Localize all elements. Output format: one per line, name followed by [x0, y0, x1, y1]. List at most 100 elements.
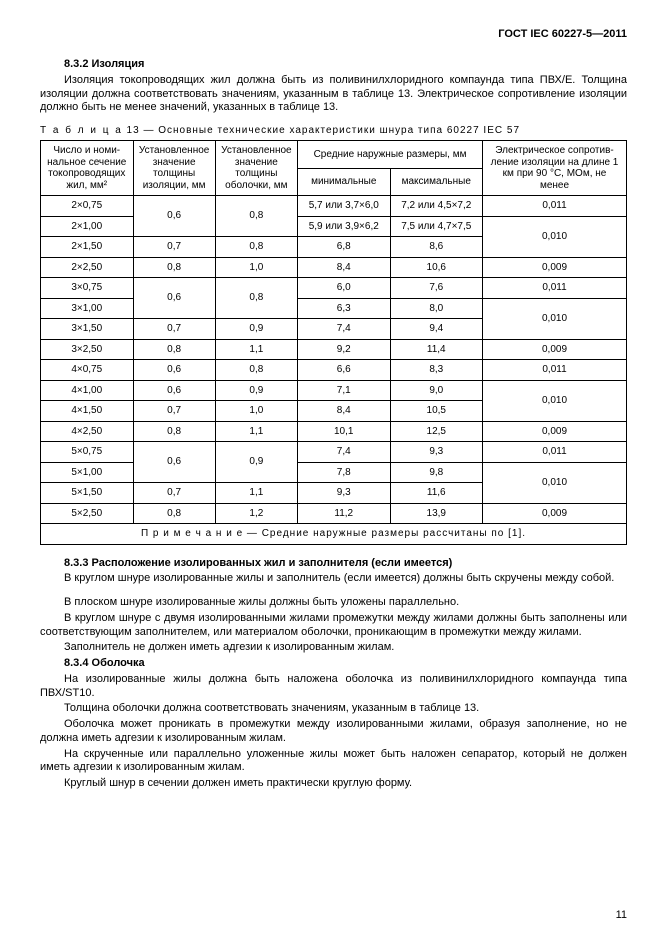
th-ins: Установленное значение толщины изоляции,…	[133, 141, 215, 196]
table-row: 5×0,750,60,97,49,30,011	[41, 442, 627, 463]
cell-max: 7,2 или 4,5×7,2	[390, 196, 483, 217]
cell-min: 5,7 или 3,7×6,0	[297, 196, 390, 217]
cell-max: 8,6	[390, 237, 483, 258]
table-row: 2×1,005,9 или 3,9×6,27,5 или 4,7×7,50,01…	[41, 216, 627, 237]
cell-min: 7,4	[297, 442, 390, 463]
cell-spec: 5×0,75	[41, 442, 134, 463]
table-row: 3×0,750,60,86,07,60,011	[41, 278, 627, 299]
cell-insulation: 0,6	[133, 380, 215, 401]
cell-sheath: 0,8	[215, 360, 297, 381]
cell-max: 12,5	[390, 421, 483, 442]
section-8-3-2-title: 8.3.2 Изоляция	[40, 58, 627, 72]
cell-insulation: 0,6	[133, 360, 215, 381]
section-8-3-3-p3: В круглом шнуре с двумя изолированными ж…	[40, 612, 627, 640]
cell-insulation: 0,7	[133, 319, 215, 340]
cell-spec: 4×0,75	[41, 360, 134, 381]
cell-spec: 2×2,50	[41, 257, 134, 278]
cell-min: 9,2	[297, 339, 390, 360]
cell-insulation: 0,7	[133, 483, 215, 504]
table-row: 4×2,500,81,110,112,50,009	[41, 421, 627, 442]
cell-spec: 3×0,75	[41, 278, 134, 299]
th-sheath: Установленное значение толщины оболочки,…	[215, 141, 297, 196]
section-8-3-4-p2: Толщина оболочки должна соответствовать …	[40, 702, 627, 716]
section-8-3-4-p3: Оболочка может проникать в промежутки ме…	[40, 718, 627, 746]
section-8-3-2-p1: Изоляция токопроводящих жил должна быть …	[40, 74, 627, 115]
cell-resistance: 0,010	[483, 462, 627, 503]
th-spec: Число и номи- нальное сечение токопровод…	[41, 141, 134, 196]
cell-insulation: 0,8	[133, 339, 215, 360]
section-8-3-3-p2: В плоском шнуре изолированные жилы должн…	[40, 596, 627, 610]
cell-max: 9,3	[390, 442, 483, 463]
section-8-3-4-p5: Круглый шнур в сечении должен иметь прак…	[40, 777, 627, 791]
cell-resistance: 0,010	[483, 380, 627, 421]
cell-resistance: 0,009	[483, 257, 627, 278]
cell-min: 9,3	[297, 483, 390, 504]
table-row: 3×2,500,81,19,211,40,009	[41, 339, 627, 360]
table-row: 5×2,500,81,211,213,90,009	[41, 503, 627, 524]
table-13-body: 2×0,750,60,85,7 или 3,7×6,07,2 или 4,5×7…	[41, 196, 627, 524]
cell-max: 10,6	[390, 257, 483, 278]
cell-max: 9,0	[390, 380, 483, 401]
cell-spec: 5×1,00	[41, 462, 134, 483]
cell-resistance: 0,009	[483, 503, 627, 524]
cell-resistance: 0,011	[483, 442, 627, 463]
cell-resistance: 0,010	[483, 216, 627, 257]
section-8-3-3-p1: В круглом шнуре изолированные жилы и зап…	[40, 572, 627, 586]
cell-min: 5,9 или 3,9×6,2	[297, 216, 390, 237]
cell-sheath: 0,8	[215, 196, 297, 237]
table-13-note: П р и м е ч а н и е — Средние наружные р…	[41, 524, 627, 545]
section-8-3-4-title: 8.3.4 Оболочка	[40, 657, 627, 671]
cell-spec: 2×1,00	[41, 216, 134, 237]
cell-min: 10,1	[297, 421, 390, 442]
cell-sheath: 0,8	[215, 278, 297, 319]
cell-sheath: 1,1	[215, 421, 297, 442]
cell-min: 6,0	[297, 278, 390, 299]
table-caption-word: Т а б л и ц а	[40, 125, 123, 136]
section-8-3-4-p4: На скрученные или параллельно уложенные …	[40, 748, 627, 776]
cell-sheath: 1,1	[215, 339, 297, 360]
cell-min: 7,8	[297, 462, 390, 483]
cell-spec: 4×1,00	[41, 380, 134, 401]
cell-spec: 3×1,50	[41, 319, 134, 340]
cell-insulation: 0,8	[133, 257, 215, 278]
cell-min: 8,4	[297, 257, 390, 278]
th-res: Электрическое сопротив- ление изоляции н…	[483, 141, 627, 196]
cell-spec: 4×2,50	[41, 421, 134, 442]
table-row: 5×1,007,89,80,010	[41, 462, 627, 483]
cell-sheath: 1,2	[215, 503, 297, 524]
cell-resistance: 0,009	[483, 339, 627, 360]
cell-spec: 4×1,50	[41, 401, 134, 422]
cell-sheath: 0,8	[215, 237, 297, 258]
cell-max: 7,6	[390, 278, 483, 299]
table-row: 4×0,750,60,86,68,30,011	[41, 360, 627, 381]
cell-resistance: 0,011	[483, 360, 627, 381]
table-13-caption: Т а б л и ц а 13 — Основные технические …	[40, 125, 627, 136]
cell-min: 7,1	[297, 380, 390, 401]
cell-sheath: 1,0	[215, 401, 297, 422]
table-row: 3×1,006,38,00,010	[41, 298, 627, 319]
th-dims: Средние наружные размеры, мм	[297, 141, 482, 169]
cell-insulation: 0,6	[133, 278, 215, 319]
cell-sheath: 0,9	[215, 319, 297, 340]
cell-insulation: 0,8	[133, 503, 215, 524]
cell-max: 11,6	[390, 483, 483, 504]
cell-spec: 2×0,75	[41, 196, 134, 217]
table-row: 2×0,750,60,85,7 или 3,7×6,07,2 или 4,5×7…	[41, 196, 627, 217]
cell-spec: 2×1,50	[41, 237, 134, 258]
cell-min: 6,6	[297, 360, 390, 381]
cell-max: 10,5	[390, 401, 483, 422]
cell-sheath: 0,9	[215, 380, 297, 401]
cell-resistance: 0,009	[483, 421, 627, 442]
cell-min: 8,4	[297, 401, 390, 422]
cell-min: 6,8	[297, 237, 390, 258]
cell-max: 7,5 или 4,7×7,5	[390, 216, 483, 237]
cell-insulation: 0,7	[133, 401, 215, 422]
cell-spec: 3×2,50	[41, 339, 134, 360]
cell-max: 8,3	[390, 360, 483, 381]
table-row: 4×1,000,60,97,19,00,010	[41, 380, 627, 401]
table-13: Число и номи- нальное сечение токопровод…	[40, 140, 627, 545]
cell-resistance: 0,011	[483, 196, 627, 217]
cell-insulation: 0,8	[133, 421, 215, 442]
cell-max: 9,4	[390, 319, 483, 340]
cell-sheath: 1,1	[215, 483, 297, 504]
